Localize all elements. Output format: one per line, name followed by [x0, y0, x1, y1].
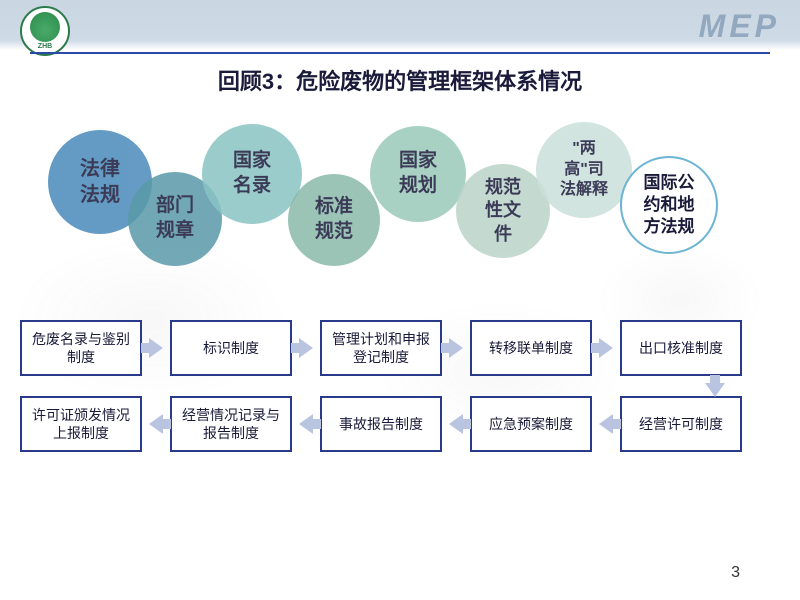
circle-label: 部门 规章: [156, 194, 194, 243]
circle-label: 标准 规范: [315, 195, 353, 244]
flow-box: 应急预案制度: [470, 396, 592, 452]
flow-box: 经营情况记录与报告制度: [170, 396, 292, 452]
flow-diagram: 危废名录与鉴别制度标识制度管理计划和申报登记制度转移联单制度出口核准制度 许可证…: [20, 320, 780, 472]
circle-node-7: 国际公 约和地 方法规: [620, 156, 718, 254]
circle-node-3: 标准 规范: [288, 174, 380, 266]
logo: ZHB: [20, 6, 70, 56]
circle-diagram: 法律 法规部门 规章 国家 名录标准 规范 国家 规划规范 性文 件 "两 高"司 法…: [20, 120, 780, 290]
flow-box: 经营许可制度: [620, 396, 742, 452]
arrow-right-icon: [292, 338, 320, 358]
arrow-left-icon: [292, 414, 320, 434]
flow-box: 标识制度: [170, 320, 292, 376]
arrow-right-icon: [592, 338, 620, 358]
circle-label: 法律 法规: [80, 156, 120, 208]
header-bar: [0, 0, 800, 50]
flow-row-2: 许可证颁发情况上报制度经营情况记录与报告制度事故报告制度应急预案制度经营许可制度: [20, 396, 780, 452]
flow-box: 事故报告制度: [320, 396, 442, 452]
arrow-down-icon: [705, 383, 725, 397]
arrow-left-icon: [442, 414, 470, 434]
title-underline: [30, 52, 770, 54]
arrow-left-icon: [592, 414, 620, 434]
page-number: 3: [731, 564, 740, 582]
circle-label: 国家 规划: [399, 149, 437, 198]
arrow-right-icon: [442, 338, 470, 358]
logo-text: ZHB: [38, 43, 52, 50]
page-title: 回顾3：危险废物的管理框架体系情况: [0, 64, 800, 96]
mep-watermark: MEP: [699, 8, 780, 45]
circle-label: 规范 性文 件: [485, 176, 521, 246]
logo-icon: [30, 12, 60, 42]
circle-label: 国际公 约和地 方法规: [644, 172, 695, 238]
circle-label: "两 高"司 法解释: [560, 139, 608, 201]
flow-box: 转移联单制度: [470, 320, 592, 376]
arrow-right-icon: [142, 338, 170, 358]
circle-node-4: 国家 规划: [370, 126, 466, 222]
flow-row-1: 危废名录与鉴别制度标识制度管理计划和申报登记制度转移联单制度出口核准制度: [20, 320, 780, 376]
circle-node-6: "两 高"司 法解释: [536, 122, 632, 218]
circle-label: 国家 名录: [233, 149, 271, 198]
flow-box: 管理计划和申报登记制度: [320, 320, 442, 376]
flow-box: 危废名录与鉴别制度: [20, 320, 142, 376]
flow-box: 许可证颁发情况上报制度: [20, 396, 142, 452]
arrow-left-icon: [142, 414, 170, 434]
flow-box: 出口核准制度: [620, 320, 742, 376]
circle-node-2: 国家 名录: [202, 124, 302, 224]
